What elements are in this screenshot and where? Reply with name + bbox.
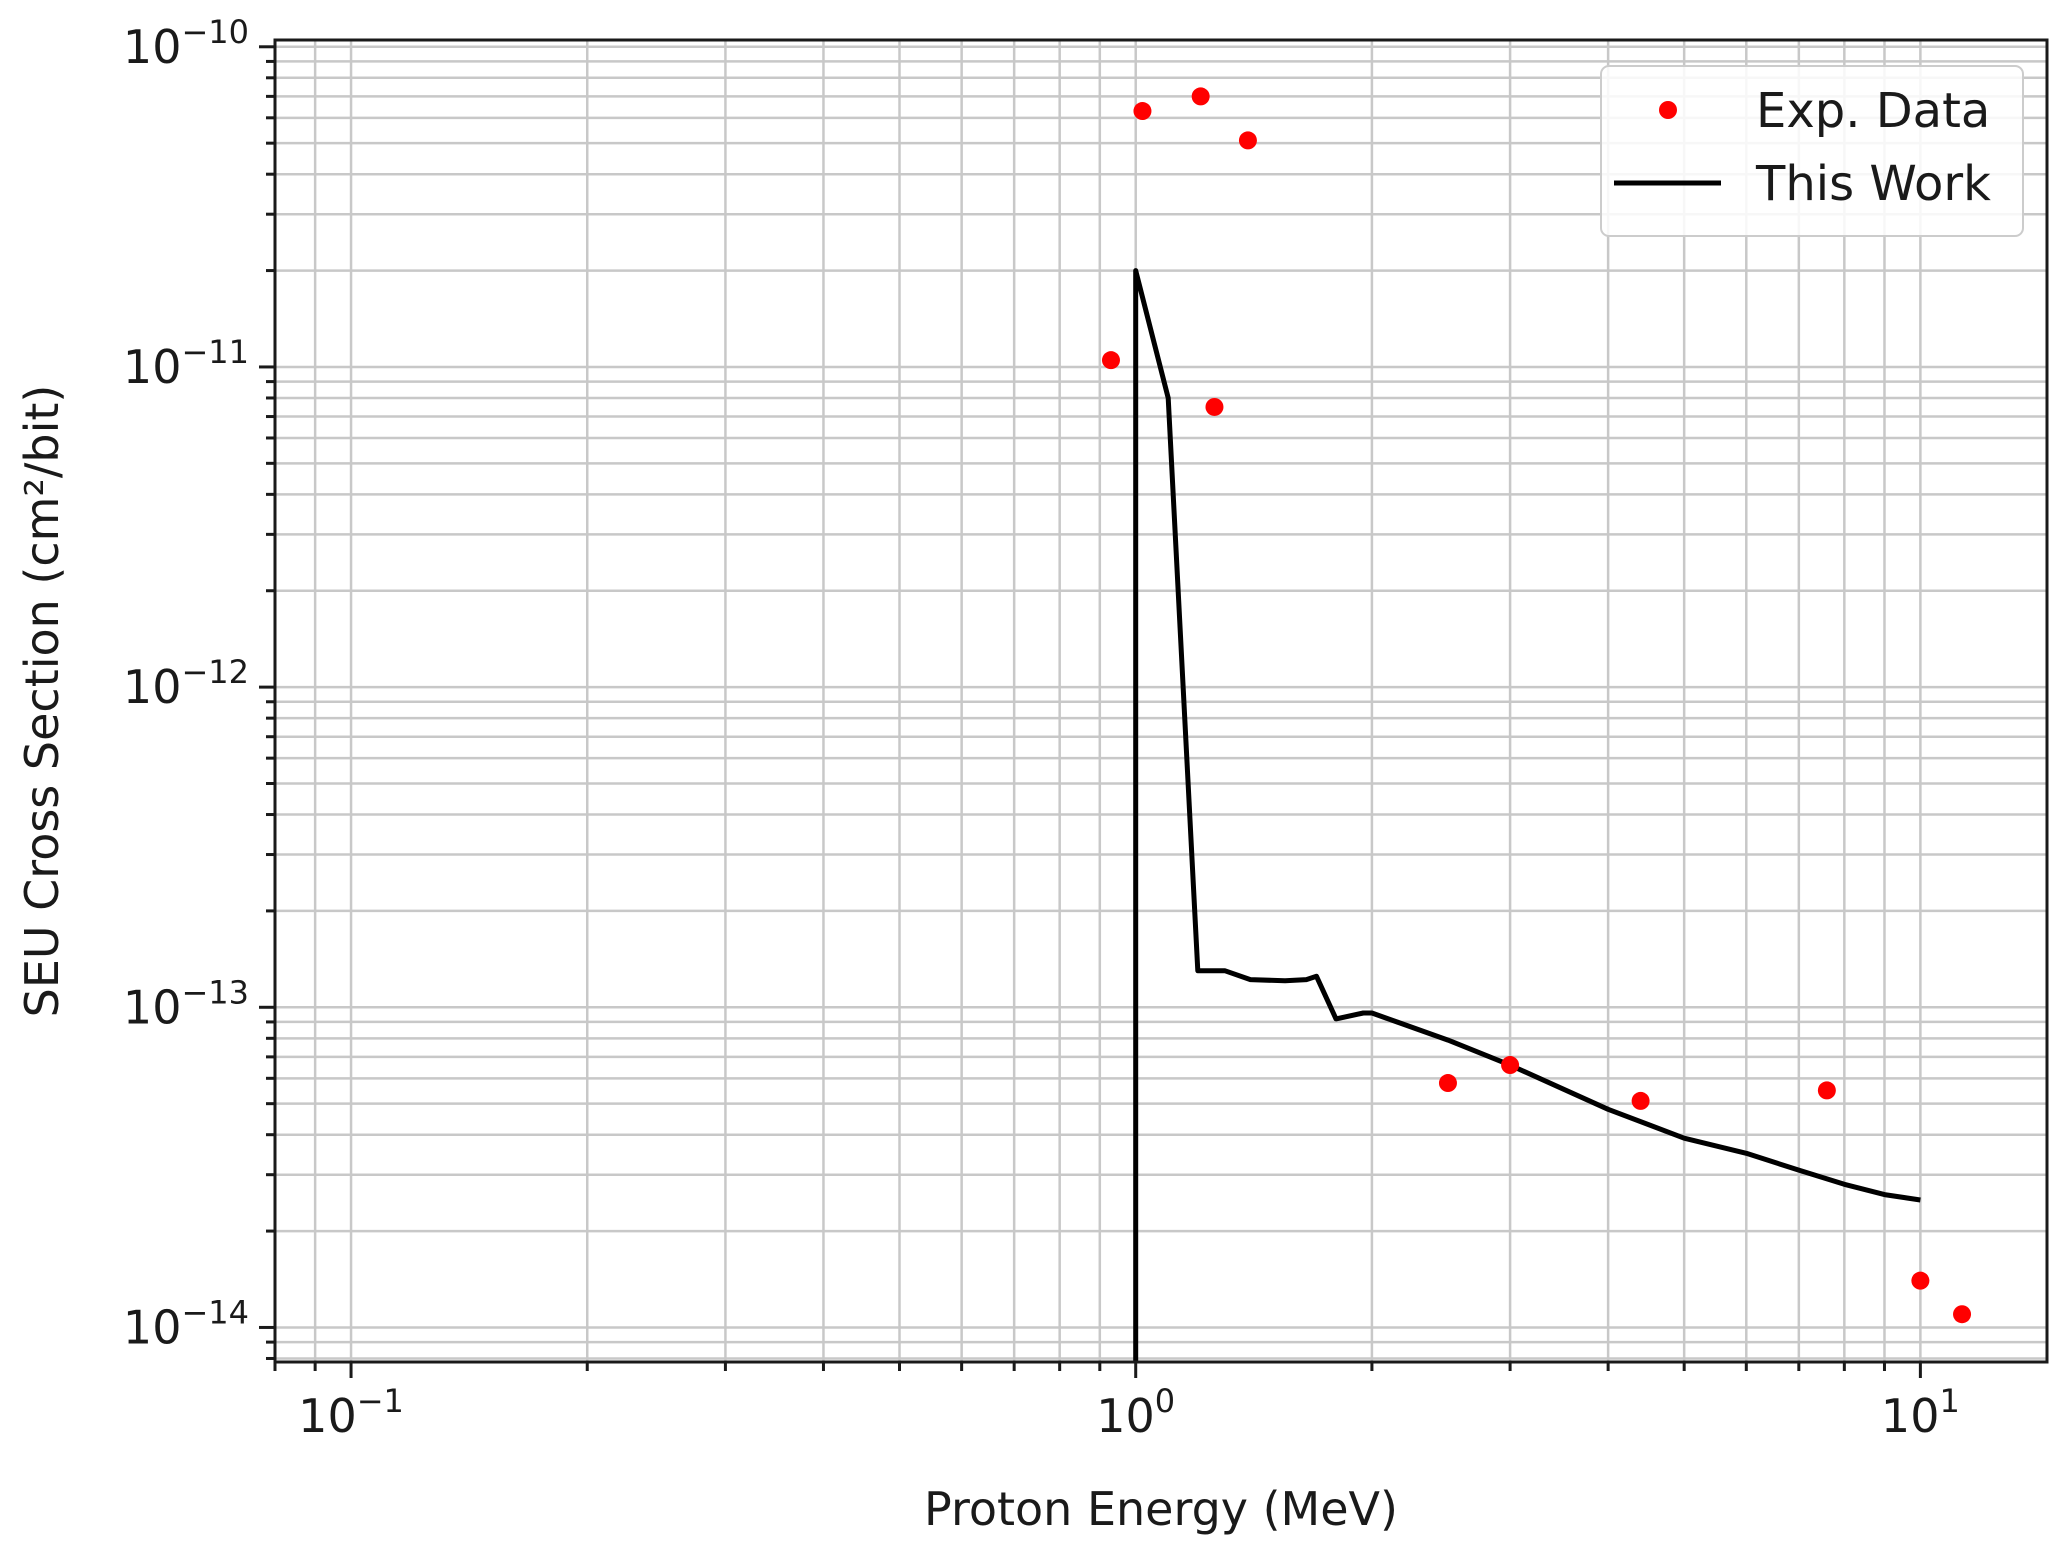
x-tick-label: 101 xyxy=(1881,1382,1960,1443)
y-tick-label: 10−13 xyxy=(123,973,249,1034)
grid xyxy=(273,40,2047,1362)
data-point-exp-data xyxy=(1238,131,1257,150)
data-point-exp-data xyxy=(1953,1305,1972,1324)
data-point-exp-data xyxy=(1191,87,1210,106)
data-point-exp-data xyxy=(1911,1271,1930,1290)
y-tick-label: 10−11 xyxy=(123,333,249,394)
plot-frame xyxy=(273,38,2049,1364)
data-point-exp-data xyxy=(1133,102,1152,121)
legend-box xyxy=(1600,65,2024,237)
x-axis-label: Proton Energy (MeV) xyxy=(924,1482,1398,1536)
data-point-exp-data xyxy=(1205,397,1224,416)
y-tick-label: 10−12 xyxy=(123,653,249,714)
x-tick-label: 10−1 xyxy=(298,1382,404,1443)
y-axis-label: SEU Cross Section (cm²/bit) xyxy=(15,385,69,1018)
legend-label-exp-data: Exp. Data xyxy=(1756,83,1990,139)
y-tick-label: 10−10 xyxy=(123,13,249,74)
series-line-this-work xyxy=(1133,268,1921,1362)
data-point-exp-data xyxy=(1817,1081,1836,1100)
data-point-exp-data xyxy=(1438,1074,1457,1093)
legend-label-this-work: This Work xyxy=(1755,156,1991,212)
legend: Exp. Data This Work xyxy=(1600,65,2024,237)
plot-marks xyxy=(1101,87,1972,1362)
data-point-exp-data xyxy=(1101,351,1120,370)
data-point-exp-data xyxy=(1501,1056,1520,1075)
x-tick-label: 100 xyxy=(1096,1382,1175,1443)
tick-labels: 10−1 100 101 10−10 10−11 10−12 10−13 10−14 xyxy=(123,13,1960,1443)
data-point-exp-data xyxy=(1631,1091,1650,1110)
legend-marker-exp-data xyxy=(1659,101,1677,119)
y-tick-label: 10−14 xyxy=(123,1293,249,1354)
